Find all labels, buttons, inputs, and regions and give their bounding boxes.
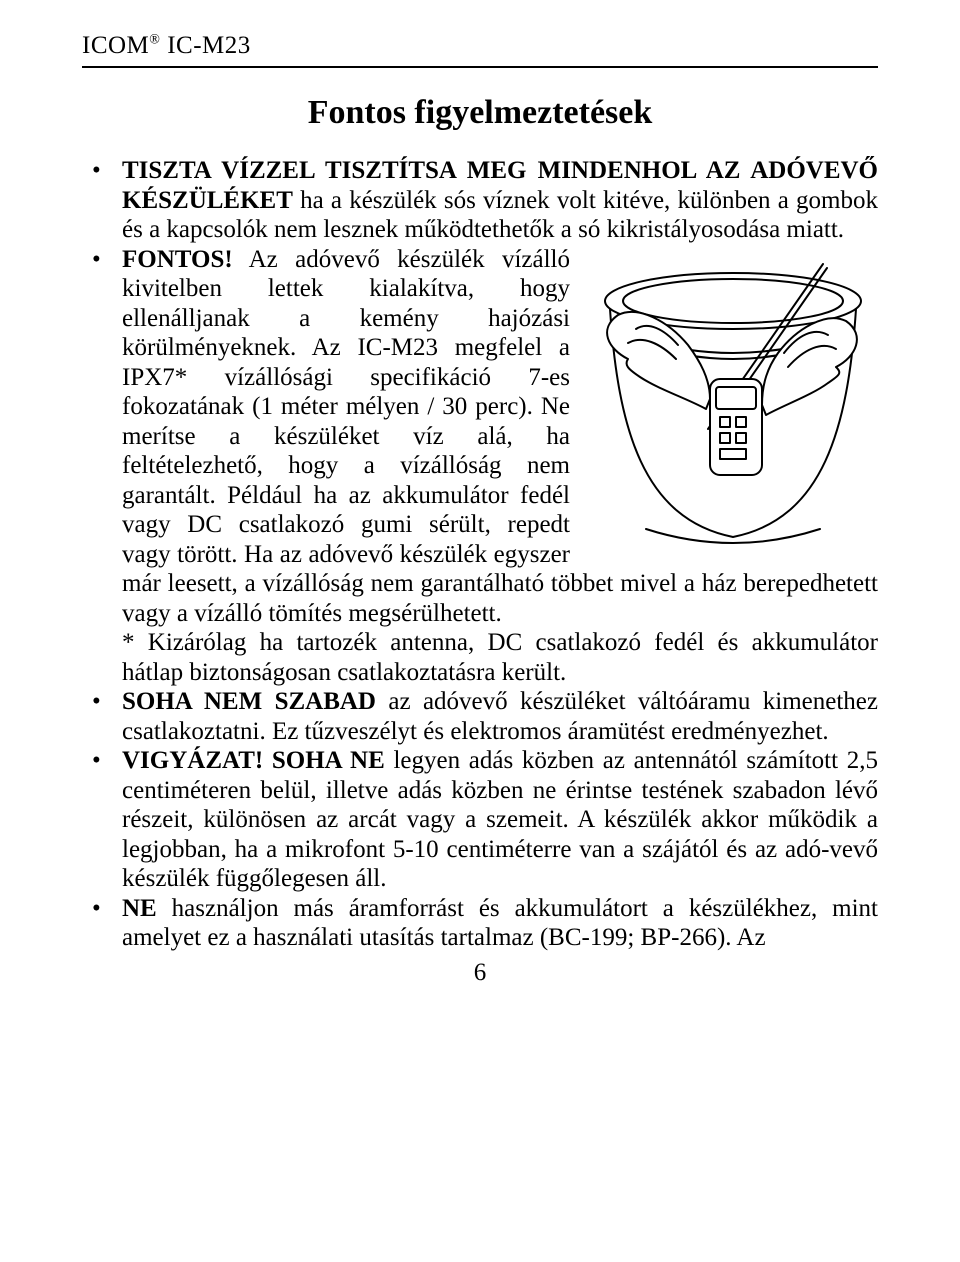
- model-name: IC-M23: [160, 32, 250, 59]
- warning-list: TISZTA VÍZZEL TISZTÍTSA MEG MINDENHOL AZ…: [82, 156, 878, 953]
- list-item-text: használjon más áramforrást és akkumuláto…: [122, 895, 878, 952]
- page-header: ICOM® IC-M23: [82, 32, 878, 60]
- list-item-bold: VIGYÁZAT! SOHA NE: [122, 747, 385, 774]
- page-title: Fontos figyelmeztetések: [82, 94, 878, 132]
- list-item-bold: NE: [122, 895, 157, 922]
- header-rule: [82, 66, 878, 68]
- registered-mark: ®: [149, 33, 160, 48]
- radio-in-water-illustration: [588, 249, 878, 549]
- list-item: NE használjon más áramforrást és akkumul…: [82, 894, 878, 953]
- list-item-bold: FONTOS!: [122, 246, 233, 273]
- brand-name: ICOM: [82, 32, 149, 59]
- list-item: SOHA NEM SZABAD az adóvevő készüléket vá…: [82, 687, 878, 746]
- list-item: VIGYÁZAT! SOHA NE legyen adás közben az …: [82, 746, 878, 894]
- page: ICOM® IC-M23 Fontos figyelmeztetések TIS…: [0, 0, 960, 1262]
- list-item-bold: SOHA NEM SZABAD: [122, 688, 376, 715]
- page-number: 6: [82, 959, 878, 987]
- list-item: TISZTA VÍZZEL TISZTÍTSA MEG MINDENHOL AZ…: [82, 156, 878, 245]
- list-item-note: * Kizárólag ha tartozék antenna, DC csat…: [122, 629, 878, 686]
- list-item: FONTOS! Az adóvevő készülék vízálló kivi…: [82, 245, 878, 688]
